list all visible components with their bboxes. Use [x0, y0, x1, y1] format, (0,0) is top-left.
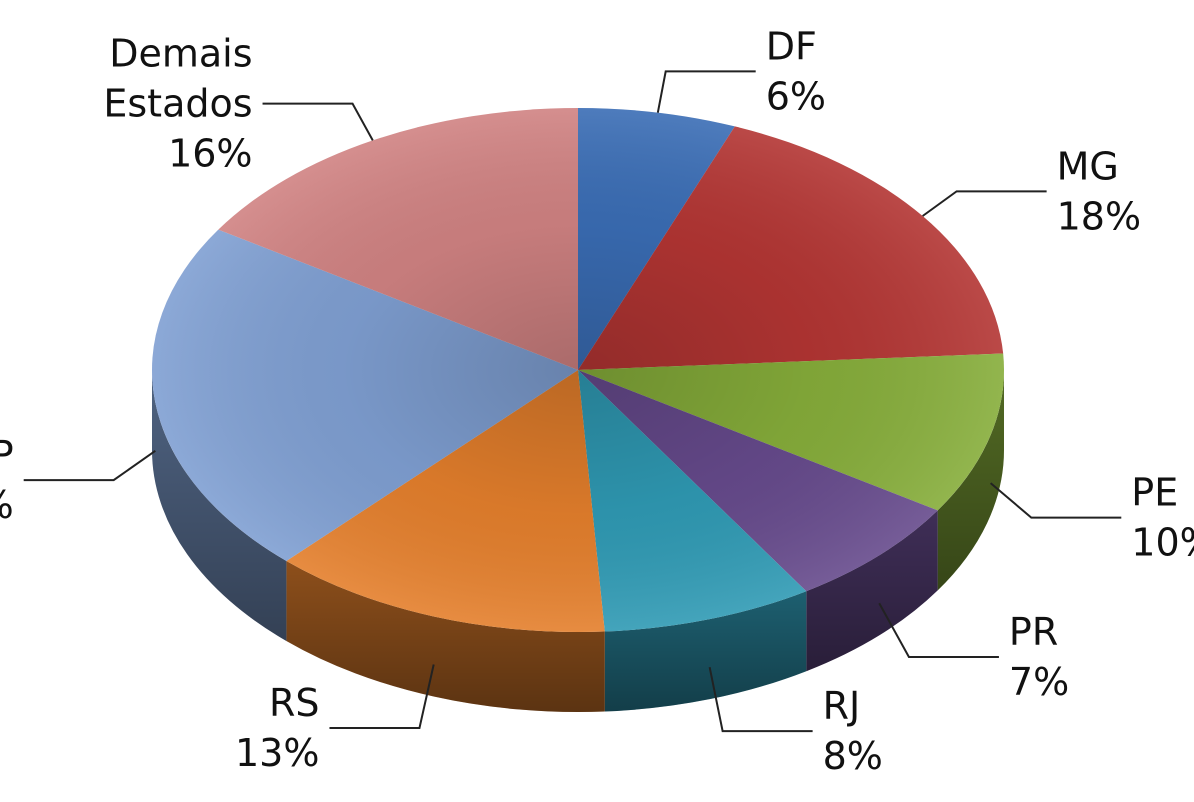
- leader-line-pe: [989, 482, 1122, 519]
- leader-line-demais-estados: [262, 102, 374, 141]
- pie-top-faces: [151, 108, 1004, 633]
- leader-line-rs: [329, 664, 435, 730]
- data-label-rj: RJ 8%: [823, 684, 883, 778]
- leader-line-pr: [878, 602, 999, 658]
- leader-line-sp: [23, 450, 156, 482]
- leader-line-mg: [922, 190, 1047, 217]
- leader-line-rj: [708, 666, 813, 733]
- data-label-sp: SP22%: [0, 433, 14, 527]
- data-label-demais-estados: Demais Estados 16%: [103, 32, 252, 176]
- data-label-rs: RS 13%: [235, 681, 319, 775]
- data-label-mg: MG 18%: [1057, 144, 1141, 238]
- leader-line-df: [656, 70, 756, 113]
- data-label-df: DF 6%: [766, 24, 826, 118]
- leader-lines: [23, 70, 1122, 733]
- data-label-pr: PR 7%: [1009, 610, 1069, 704]
